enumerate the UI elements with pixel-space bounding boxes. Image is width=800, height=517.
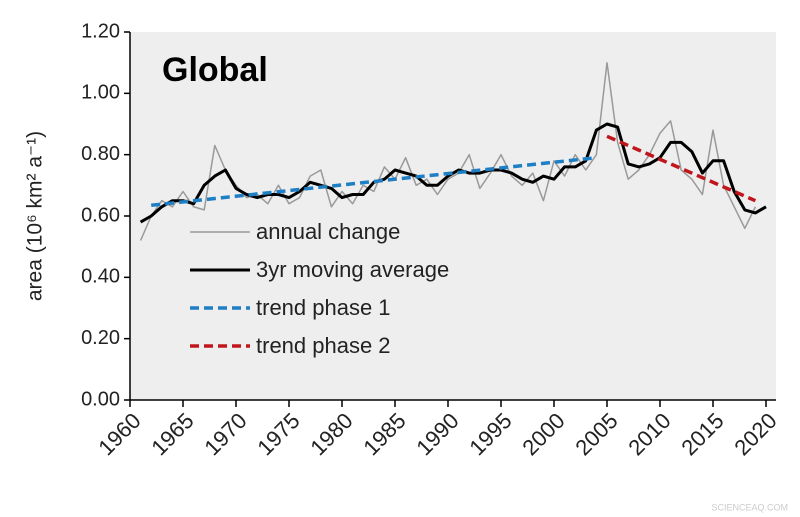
x-tick-label: 2020 (729, 408, 781, 460)
legend-label: trend phase 1 (256, 295, 391, 320)
plot-background (130, 32, 776, 400)
y-tick-label: 0.40 (81, 266, 120, 288)
series-line (606, 134, 757, 203)
y-tick-label: 1.00 (81, 82, 120, 104)
legend-label: 3yr moving average (256, 257, 449, 282)
x-tick-label: 1975 (252, 408, 304, 460)
series-line (139, 122, 767, 224)
x-tick-label: 2005 (570, 408, 622, 460)
y-tick-label: 0.00 (81, 388, 120, 410)
x-tick-label: 1960 (93, 408, 145, 460)
x-tick-label: 2000 (517, 408, 569, 460)
x-tick-label: 1995 (464, 408, 516, 460)
y-tick-label: 0.60 (81, 204, 120, 226)
x-tick-label: 1990 (411, 408, 463, 460)
x-tick-label: 1985 (358, 408, 410, 460)
y-axis-label: area (10⁶ km² a⁻¹) (24, 131, 47, 301)
legend-label: annual change (256, 219, 400, 244)
y-tick-label: 0.80 (81, 143, 120, 165)
x-tick-label: 1965 (146, 408, 198, 460)
x-tick-label: 2010 (623, 408, 675, 460)
legend-label: trend phase 2 (256, 333, 391, 358)
x-tick-label: 1970 (199, 408, 251, 460)
chart-title: Global (162, 51, 268, 89)
y-tick-label: 0.20 (81, 327, 120, 349)
x-tick-label: 1980 (305, 408, 357, 460)
x-tick-label: 2015 (676, 408, 728, 460)
y-tick-label: 1.20 (81, 20, 120, 42)
series-line (151, 155, 597, 208)
watermark: SCIENCEAQ.COM (711, 502, 788, 512)
